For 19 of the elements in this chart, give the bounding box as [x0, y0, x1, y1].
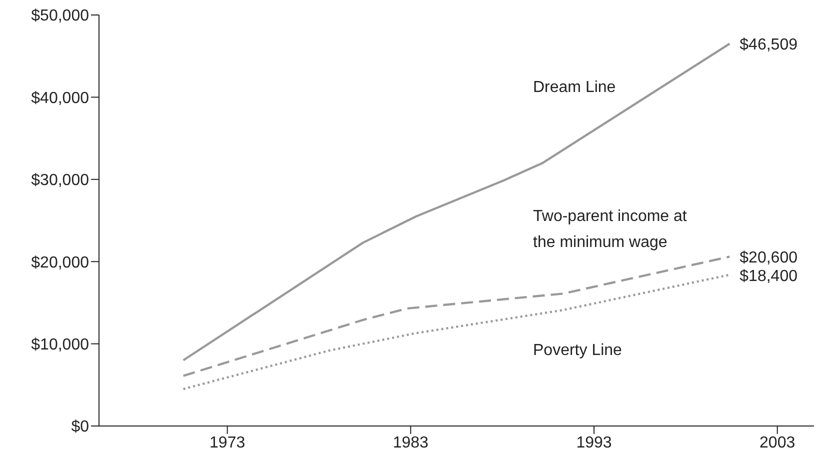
data-label: $18,400 [740, 268, 798, 285]
series-label: Two-parent income at the minimum wage [533, 208, 688, 251]
y-tick-label: $0 [71, 418, 90, 436]
x-tick-label: 2003 [760, 434, 796, 452]
line-series [182, 256, 731, 377]
y-tick-label: $50,000 [31, 8, 90, 25]
series-label: Dream Line [533, 79, 616, 96]
data-label: $46,509 [740, 36, 798, 54]
y-tick-label: $10,000 [31, 336, 90, 354]
data-label: $20,600 [740, 250, 798, 267]
y-tick-label: $20,000 [31, 254, 90, 272]
y-tick-label: $40,000 [31, 90, 90, 107]
x-tick-label: 1993 [576, 434, 612, 452]
x-tick-label: 1973 [210, 434, 246, 452]
x-tick-label: 1983 [392, 434, 429, 452]
y-tick-label: $30,000 [31, 172, 90, 190]
line-series [182, 274, 731, 390]
line-series [182, 42, 731, 362]
series-label: Poverty Line [533, 342, 622, 359]
